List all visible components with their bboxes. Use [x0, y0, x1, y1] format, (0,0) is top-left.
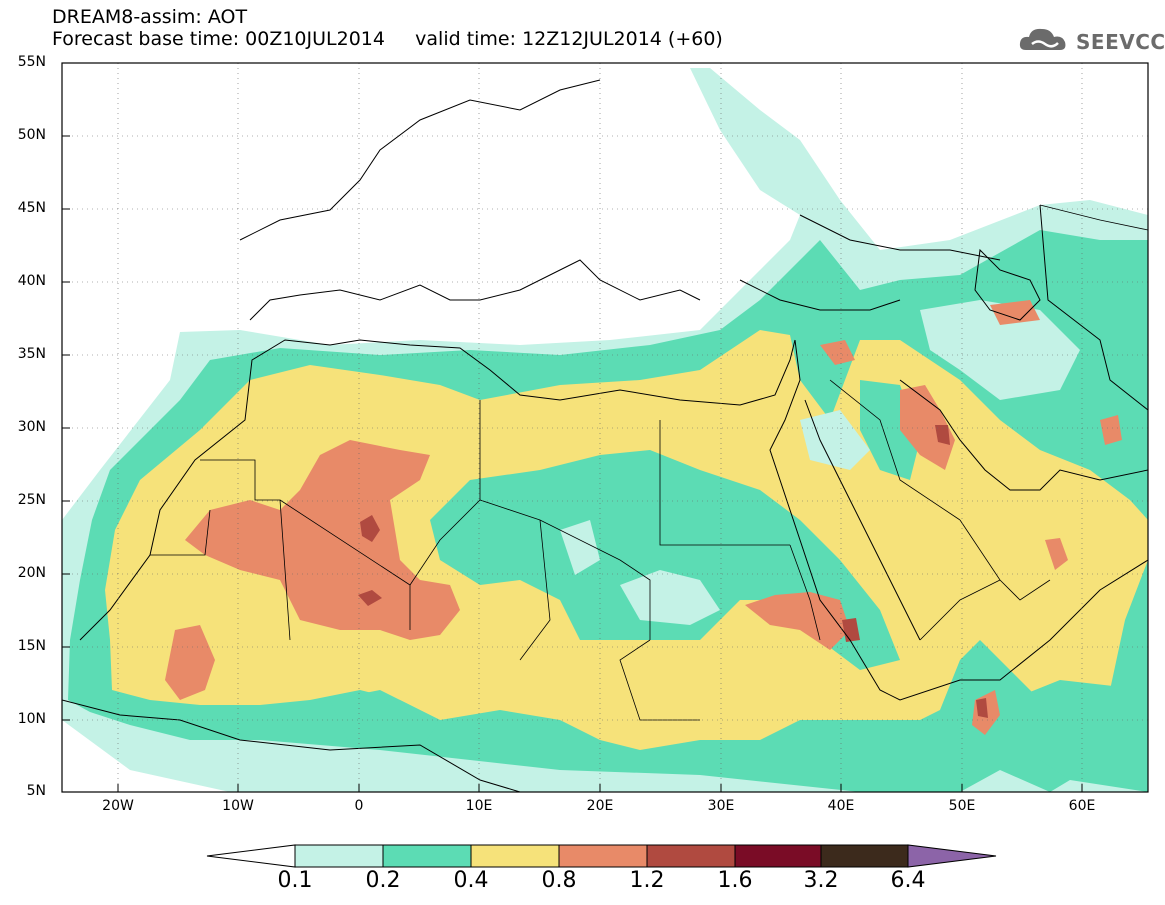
lon-label: 40E	[827, 798, 855, 814]
colorbar-arrow-high	[907, 844, 997, 868]
lat-label: 45N	[17, 200, 46, 216]
lat-label: 40N	[17, 273, 46, 289]
aot-region-1.2	[358, 590, 382, 606]
aot-region-0.8	[1100, 415, 1122, 445]
lon-label: 60E	[1068, 798, 1096, 814]
lat-label: 5N	[26, 783, 46, 799]
aot-region-1.2	[360, 515, 380, 542]
seevccc-logo: SEEVCCC	[1018, 22, 1165, 58]
lon-label: 20E	[586, 798, 614, 814]
cloud-icon	[1019, 28, 1066, 50]
aot-patch-0.1	[620, 570, 720, 625]
colorbar-label: 3.2	[803, 868, 839, 893]
colorbar	[206, 844, 997, 868]
colorbar-label: 0.1	[277, 868, 313, 893]
colorbar-arrow-low	[206, 844, 296, 868]
lon-label: 10W	[222, 798, 254, 814]
lat-label: 20N	[17, 565, 46, 581]
lat-label: 35N	[17, 346, 46, 362]
logo-text: SEEVCCC	[1076, 30, 1165, 54]
coastlines	[62, 79, 1148, 792]
colorbar-label: 0.8	[541, 868, 577, 893]
aot-patch-0.2	[430, 450, 900, 670]
colorbar-label: 6.4	[890, 868, 926, 893]
lat-label: 10N	[17, 711, 46, 727]
colorbar-swatch-3.2-6.4	[820, 844, 909, 868]
aot-patch-0.1	[920, 300, 1080, 400]
colorbar-swatch-0.1-0.2	[294, 844, 384, 868]
colorbar-label: 0.4	[453, 868, 489, 893]
colorbar-swatch-0.2-0.4	[382, 844, 472, 868]
map-title: DREAM8-assim: AOT	[52, 6, 248, 28]
colorbar-swatch-1.2-1.6	[646, 844, 736, 868]
aot-region-0.8	[745, 592, 850, 650]
lat-label: 55N	[17, 54, 46, 70]
tick-marks	[62, 62, 1083, 793]
aot-patch-0.1	[560, 520, 600, 575]
lon-label: 0	[354, 798, 364, 814]
colorbar-label: 1.6	[717, 868, 753, 893]
lat-label: 25N	[17, 492, 46, 508]
gridlines	[62, 63, 1148, 792]
aot-region-0.8	[990, 300, 1040, 325]
aot-region-0.8	[165, 625, 215, 700]
aot-patch-0.2	[1010, 680, 1148, 792]
colorbar-label: 0.2	[365, 868, 401, 893]
aot-region-0.8	[900, 385, 955, 470]
aot-region-1.2	[935, 425, 950, 445]
aot-region-1.2	[976, 698, 988, 718]
forecast-times: Forecast base time: 00Z10JUL2014 valid t…	[52, 28, 723, 50]
colorbar-swatch-1.6-3.2	[734, 844, 822, 868]
aot-patch-0.1	[800, 410, 870, 470]
lat-label: 15N	[17, 638, 46, 654]
colorbar-label: 1.2	[629, 868, 665, 893]
aot-region-0.8	[820, 340, 855, 365]
borders	[150, 204, 1148, 721]
lon-label: 10E	[465, 798, 493, 814]
aot-region-0.8	[1045, 538, 1068, 570]
aot-region-0.8	[185, 440, 460, 640]
colorbar-swatch-0.8-1.2	[558, 844, 648, 868]
lat-label: 30N	[17, 419, 46, 435]
aot-patch-0.2	[330, 690, 440, 750]
lon-label: 20W	[102, 798, 134, 814]
lat-label: 50N	[17, 127, 46, 143]
lon-label: 50E	[948, 798, 976, 814]
colorbar-swatch-0.4-0.8	[470, 844, 560, 868]
aot-contours	[62, 68, 1148, 792]
lon-label: 30E	[707, 798, 735, 814]
